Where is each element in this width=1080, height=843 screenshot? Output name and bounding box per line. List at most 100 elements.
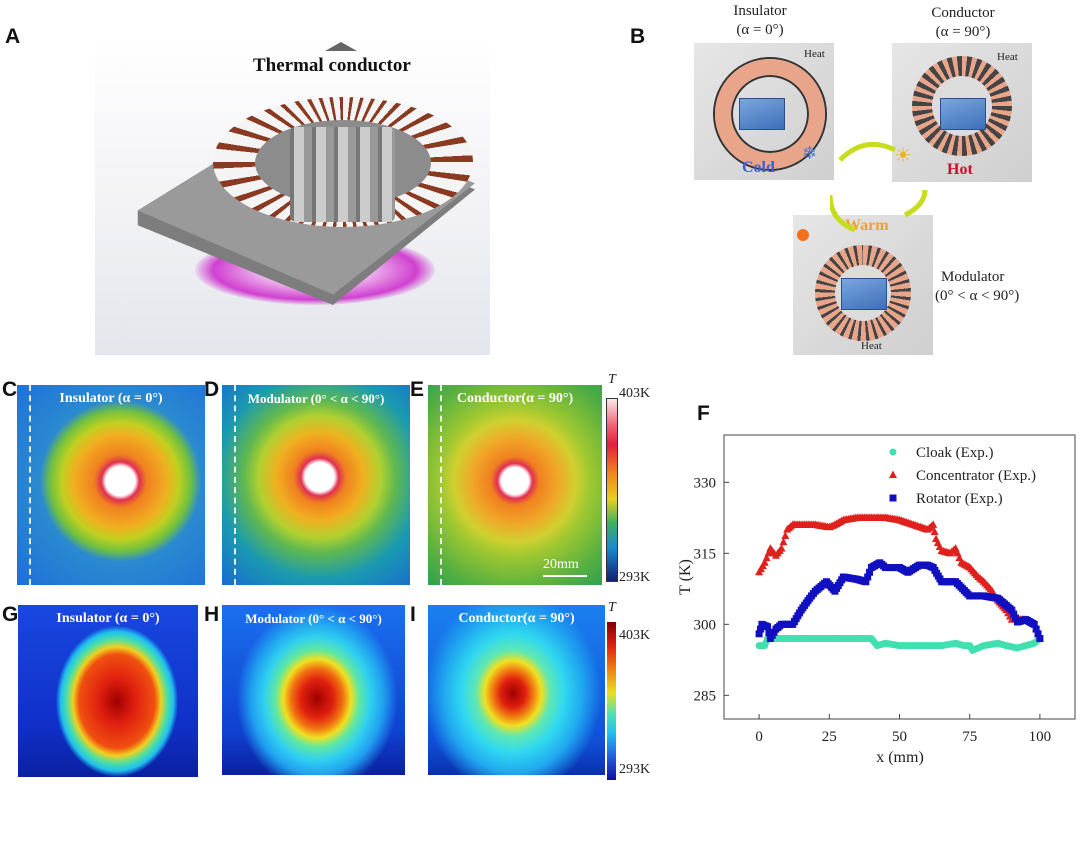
insulator-heat: Heat [804, 48, 825, 60]
hot-label: Hot [947, 161, 973, 178]
cycle-arrows [830, 141, 928, 233]
panel-label-i: I [410, 603, 416, 626]
data-point [1034, 630, 1042, 638]
cylinder-core [290, 127, 395, 222]
arrow-conductor-to-modulator-icon [903, 189, 928, 218]
x-tick-label: 0 [755, 729, 763, 745]
x-tick-label: 25 [822, 729, 837, 745]
y-tick-label: 330 [694, 475, 717, 491]
data-point [929, 520, 938, 528]
data-point [1008, 606, 1016, 614]
panel-e-title: Conductor(α = 90°) [456, 391, 574, 406]
data-point [764, 548, 773, 557]
x-tick-label: 100 [1029, 729, 1052, 745]
data-point [1030, 620, 1038, 628]
arrow-insulator-to-conductor-icon [838, 141, 897, 162]
sun-thermometer-icon: ☀ [894, 145, 912, 167]
scale-bar-label: 20mm [543, 557, 579, 572]
panel-e-thermal-image: Conductor(α = 90°) 20mm [428, 385, 602, 585]
series-rotator [755, 559, 1044, 643]
legend-marker [889, 470, 897, 478]
x-axis-label: x (mm) [876, 749, 924, 766]
data-point [755, 630, 763, 638]
panel-h-title: Modulator (0° < α < 90°) [245, 611, 382, 626]
panel-label-a: A [5, 25, 21, 48]
conductor-heading: Conductor (α = 90°) [903, 4, 1023, 42]
legend-entry: Rotator (Exp.) [916, 491, 1003, 507]
arrow-modulator-to-insulator-icon [830, 194, 857, 233]
data-point [864, 573, 872, 581]
data-point [757, 625, 765, 633]
data-point [781, 531, 790, 539]
dashed-line [29, 385, 31, 585]
panel-label-d: D [204, 378, 220, 401]
data-point [777, 544, 786, 552]
cold-label: Cold [742, 159, 775, 176]
panel-c-thermal-image: Insulator (α = 0°) [17, 385, 205, 585]
data-point [1032, 625, 1040, 633]
colorbar-sim [607, 622, 616, 780]
panel-a-render: Thermal conductor [95, 35, 490, 355]
snowflake-thermometer-icon: ❄ [802, 143, 818, 163]
panel-d-thermal-image: Modulator (0° < α < 90°) [222, 385, 410, 585]
data-point [866, 568, 874, 576]
warm-thermometer-icon [797, 229, 809, 241]
colorbar-exp-min: 293K [619, 570, 651, 585]
x-tick-label: 50 [892, 729, 907, 745]
panel-label-b: B [630, 25, 646, 48]
data-point [764, 623, 772, 631]
series-concentrator [755, 513, 1044, 642]
panel-label-c: C [2, 378, 18, 401]
warm-label: Warm [845, 217, 889, 234]
conductor-angle: (α = 90°) [935, 24, 991, 40]
insulator-heading: Insulator (α = 0°) [700, 2, 820, 40]
modulator-title: Modulator [941, 269, 1005, 285]
panel-g-simulation: Insulator (α = 0°) [18, 605, 198, 777]
insulator-angle: (α = 0°) [736, 22, 784, 38]
data-point [760, 558, 769, 566]
conductor-heat: Heat [997, 51, 1018, 63]
legend-marker [889, 448, 897, 456]
modulator-core [841, 278, 887, 310]
colorbar-sim-min: 293K [619, 762, 651, 777]
dashed-line [440, 385, 442, 585]
panel-label-f: F [697, 402, 710, 425]
panel-i-simulation: Conductor(α = 90°) [428, 605, 605, 775]
legend-entry: Concentrator (Exp.) [916, 468, 1036, 484]
scale-bar [543, 575, 587, 577]
x-tick-label: 75 [962, 729, 977, 745]
data-point [1010, 610, 1018, 618]
modulator-heat: Heat [861, 340, 882, 352]
panel-label-h: H [204, 603, 220, 626]
conductor-box: Heat Hot ☀ [892, 43, 1032, 182]
insulator-title: Insulator [733, 3, 787, 19]
panel-h-simulation: Modulator (0° < α < 90°) [222, 605, 405, 775]
colorbar-sim-max: 403K [619, 628, 651, 643]
data-point [779, 537, 788, 546]
panel-c-title: Insulator (α = 0°) [59, 391, 163, 406]
y-axis-label: T (K) [677, 559, 694, 595]
panel-label-e: E [410, 378, 425, 401]
y-tick-label: 285 [694, 688, 717, 704]
dashed-line [234, 385, 236, 585]
data-point [762, 553, 771, 562]
data-point [862, 578, 870, 586]
data-point [1036, 635, 1044, 643]
arrow-up-icon [325, 42, 357, 51]
insulator-box: Heat Cold ❄ [694, 43, 834, 180]
panel-g-title: Insulator (α = 0°) [56, 611, 160, 626]
colorbar-exp-symbol: T [608, 372, 616, 387]
conductor-core [940, 98, 986, 130]
modulator-angle: (0° < α < 90°) [935, 288, 1020, 304]
modulator-box: Heat Warm [793, 215, 933, 355]
legend-entry: Cloak (Exp.) [916, 445, 993, 461]
colorbar-sim-symbol: T [608, 600, 616, 615]
data-point [1012, 614, 1020, 622]
colorbar-exp [606, 398, 618, 582]
panel-a-caption: Thermal conductor [253, 55, 411, 76]
conductor-title: Conductor [931, 5, 995, 21]
insulator-core [739, 98, 785, 130]
data-point [930, 527, 939, 536]
panel-i-title: Conductor(α = 90°) [458, 611, 575, 626]
